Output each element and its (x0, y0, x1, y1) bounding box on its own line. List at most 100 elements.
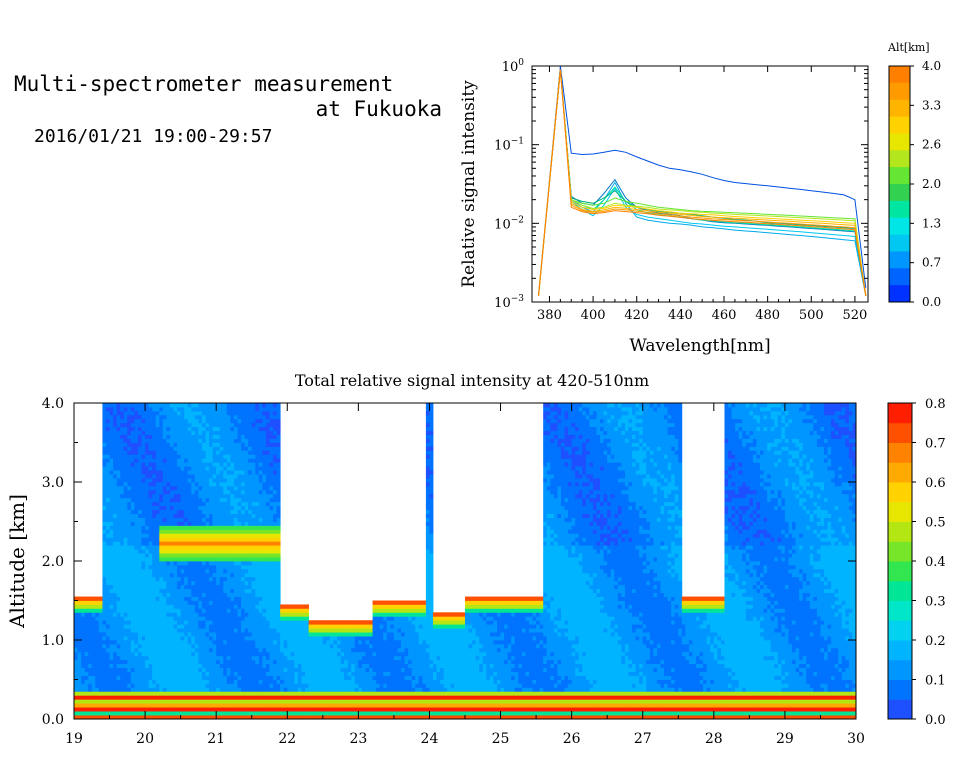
heatmap-cell (166, 509, 171, 514)
heatmap-cell (226, 418, 231, 424)
heatmap-cell (109, 699, 114, 704)
heatmap-cell (226, 707, 231, 712)
heatmap-cell (98, 651, 103, 657)
heatmap-cell (251, 604, 256, 609)
heatmap-cell (248, 564, 253, 570)
heatmap-cell (241, 715, 246, 720)
heatmap-cell (84, 687, 89, 692)
heatmap-cell (351, 667, 356, 672)
heatmap-cell (141, 482, 146, 487)
heatmap-cell (105, 695, 110, 700)
heatmap-cell (273, 501, 277, 507)
heatmap-cell (173, 474, 178, 479)
heatmap-cell (155, 553, 160, 558)
heatmap-cell (173, 549, 178, 554)
heatmap-cells (74, 403, 857, 720)
heatmap-cell (120, 493, 125, 499)
heatmap-cell (237, 600, 242, 605)
heatmap-cell (113, 667, 118, 672)
heatmap-cell (273, 489, 277, 495)
heatmap-cell (141, 659, 146, 665)
heatmap-cell (233, 410, 238, 416)
heatmap-cell (216, 414, 221, 420)
heatmap-cell (248, 462, 253, 467)
heatmap-cell (248, 647, 253, 653)
heatmap-cell (255, 687, 260, 692)
heatmap-cell (216, 683, 221, 688)
heatmap-cell (173, 588, 178, 593)
heatmap-cell (127, 584, 132, 590)
heatmap-cell (187, 474, 192, 479)
heatmap-cell (177, 612, 182, 617)
heatmap-cell (109, 604, 114, 609)
heatmap-cell (322, 620, 327, 625)
heatmap-cell (209, 410, 214, 416)
heatmap-cell (248, 604, 253, 609)
heatmap-cell (294, 683, 299, 688)
heatmap-cell (169, 679, 174, 684)
heatmap-cell (162, 422, 167, 428)
heatmap-cell (155, 636, 160, 641)
heatmap-cell (297, 715, 302, 720)
heatmap-cell (340, 647, 345, 653)
heatmap-cell (173, 529, 178, 534)
heatmap-cell (109, 711, 114, 716)
heatmap-cell (141, 497, 146, 503)
heatmap-cell (305, 624, 309, 629)
heatmap-cell (166, 671, 171, 676)
heatmap-cell (177, 462, 182, 467)
heatmap-cell (251, 513, 256, 518)
heatmap-cell (230, 667, 235, 672)
heatmap-cell (105, 497, 110, 503)
heatmap-cell (155, 414, 160, 420)
heatmap-cell (233, 434, 238, 439)
heatmap-cell (120, 715, 125, 720)
heatmap-cell (84, 703, 89, 708)
heatmap-cell (198, 675, 203, 680)
heatmap-cell (191, 592, 196, 597)
heatmap-cell (102, 671, 107, 676)
heatmap-cell (287, 636, 292, 641)
heatmap-cell (169, 624, 174, 629)
heatmap-cell (230, 691, 235, 696)
heatmap-cell (84, 616, 89, 621)
heatmap-cell (269, 458, 274, 463)
heatmap-cell (205, 410, 210, 416)
heatmap-cell (120, 418, 125, 424)
heatmap-cell (159, 485, 164, 491)
heatmap-cell (283, 608, 288, 613)
heatmap-cell (226, 446, 231, 451)
heatmap-cell (276, 564, 281, 570)
heatmap-cell (141, 521, 146, 526)
heatmap-cell (84, 628, 89, 633)
heatmap-cell (258, 466, 263, 471)
heatmap-cell (105, 703, 110, 708)
heatmap-cell (141, 489, 146, 495)
heatmap-cell (109, 659, 114, 665)
heatmap-cell (155, 466, 160, 471)
heatmap-cell (198, 470, 203, 475)
heatmap-cell (269, 636, 274, 641)
heatmap-cell (187, 406, 192, 412)
heatmap-cell (340, 671, 345, 676)
heatmap-cell (216, 509, 221, 514)
heatmap-cell (241, 458, 246, 463)
heatmap-cell (98, 640, 103, 645)
heatmap-cell (312, 651, 317, 657)
heatmap-cell (230, 628, 235, 633)
heatmap-cell (88, 640, 93, 645)
heatmap-cell (102, 438, 107, 443)
heatmap-cell (130, 675, 135, 680)
heatmap-cell (322, 651, 327, 657)
heatmap-cell (230, 489, 235, 495)
heatmap-cell (113, 474, 118, 479)
heatmap-cell (269, 513, 274, 518)
heatmap-cell (205, 679, 210, 684)
heatmap-cell (269, 572, 274, 578)
heatmap-cell (201, 667, 206, 672)
heatmap-cell (166, 489, 171, 495)
heatmap-cell (301, 671, 306, 676)
heatmap-cell (152, 600, 157, 605)
heatmap-cell (209, 430, 214, 435)
heatmap-cell (219, 553, 224, 558)
